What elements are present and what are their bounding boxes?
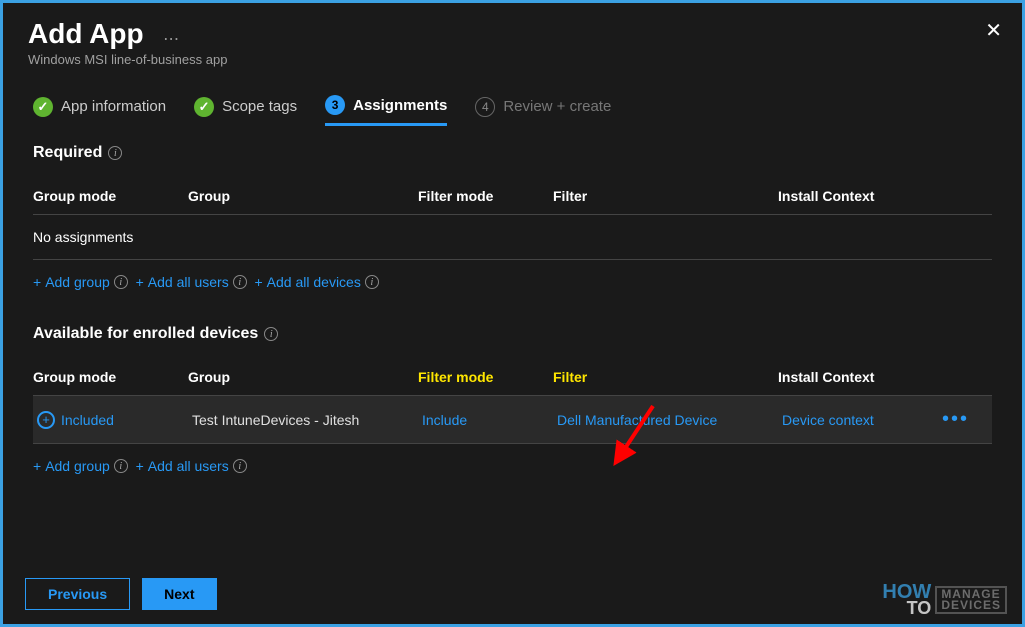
checkmark-icon: ✓ — [33, 97, 53, 117]
row-more-button[interactable]: ••• — [942, 408, 982, 431]
link-text: Add all users — [148, 458, 229, 474]
page-title: Add App — [28, 18, 144, 50]
step-number-icon: 4 — [475, 97, 495, 117]
cell-group: Test IntuneDevices - Jitesh — [192, 412, 422, 428]
column-filter-mode: Filter mode — [418, 369, 553, 385]
step-scope-tags[interactable]: ✓ Scope tags — [194, 97, 297, 125]
column-group: Group — [188, 188, 418, 204]
add-all-users-link[interactable]: + Add all users i — [136, 458, 247, 474]
cell-group-mode: + Included — [37, 411, 192, 429]
page-subtitle: Windows MSI line-of-business app — [28, 52, 997, 67]
step-assignments[interactable]: 3 Assignments — [325, 95, 447, 126]
previous-button[interactable]: Previous — [25, 578, 130, 610]
watermark-text: DEVICES — [941, 600, 1001, 611]
column-filter: Filter — [553, 188, 778, 204]
column-filter: Filter — [553, 369, 778, 385]
watermark-text: TO — [882, 601, 931, 616]
cell-filter[interactable]: Dell Manufactured Device — [557, 412, 782, 428]
column-install-context: Install Context — [778, 369, 938, 385]
footer: Previous Next — [25, 578, 217, 610]
info-icon[interactable]: i — [114, 275, 128, 289]
info-icon[interactable]: i — [114, 459, 128, 473]
step-label: Scope tags — [222, 98, 297, 115]
next-button[interactable]: Next — [142, 578, 216, 610]
assignment-row[interactable]: + Included Test IntuneDevices - Jitesh I… — [33, 396, 992, 444]
column-group-mode: Group mode — [33, 188, 188, 204]
column-filter-mode: Filter mode — [418, 188, 553, 204]
required-table-header: Group mode Group Filter mode Filter Inst… — [33, 178, 992, 215]
step-review-create[interactable]: 4 Review + create — [475, 97, 611, 125]
add-all-users-link[interactable]: + Add all users i — [136, 274, 247, 290]
step-number-icon: 3 — [325, 95, 345, 115]
section-title-text: Required — [33, 144, 102, 162]
checkmark-icon: ✓ — [194, 97, 214, 117]
section-required-title: Required i — [33, 144, 122, 162]
link-text: Add group — [45, 274, 110, 290]
add-group-link[interactable]: + Add group i — [33, 458, 128, 474]
info-icon[interactable]: i — [365, 275, 379, 289]
cell-install-context[interactable]: Device context — [782, 412, 942, 428]
required-actions: + Add group i + Add all users i + Add al… — [33, 274, 992, 290]
no-assignments-text: No assignments — [33, 215, 992, 260]
column-group-mode: Group mode — [33, 369, 188, 385]
info-icon[interactable]: i — [233, 459, 247, 473]
step-app-information[interactable]: ✓ App information — [33, 97, 166, 125]
cell-filter-mode[interactable]: Include — [422, 412, 557, 428]
wizard-steps: ✓ App information ✓ Scope tags 3 Assignm… — [3, 75, 1022, 126]
info-icon[interactable]: i — [108, 146, 122, 160]
included-icon: + — [37, 411, 55, 429]
column-group: Group — [188, 369, 418, 385]
info-icon[interactable]: i — [264, 327, 278, 341]
available-table-header: Group mode Group Filter mode Filter Inst… — [33, 359, 992, 396]
link-text: Add all users — [148, 274, 229, 290]
info-icon[interactable]: i — [233, 275, 247, 289]
section-title-text: Available for enrolled devices — [33, 325, 258, 343]
header: Add App ⋯ Windows MSI line-of-business a… — [3, 3, 1022, 75]
add-group-link[interactable]: + Add group i — [33, 274, 128, 290]
step-label: Assignments — [353, 97, 447, 114]
add-all-devices-link[interactable]: + Add all devices i — [254, 274, 378, 290]
link-text: Add all devices — [267, 274, 361, 290]
more-icon[interactable]: ⋯ — [163, 31, 179, 48]
cell-text: Included — [61, 412, 114, 428]
step-label: Review + create — [503, 98, 611, 115]
step-label: App information — [61, 98, 166, 115]
link-text: Add group — [45, 458, 110, 474]
column-install-context: Install Context — [778, 188, 938, 204]
section-available-title: Available for enrolled devices i — [33, 325, 278, 343]
watermark-logo: HOW TO MANAGE DEVICES — [882, 584, 1007, 616]
close-button[interactable]: ✕ — [985, 18, 1002, 43]
available-actions: + Add group i + Add all users i — [33, 458, 992, 474]
